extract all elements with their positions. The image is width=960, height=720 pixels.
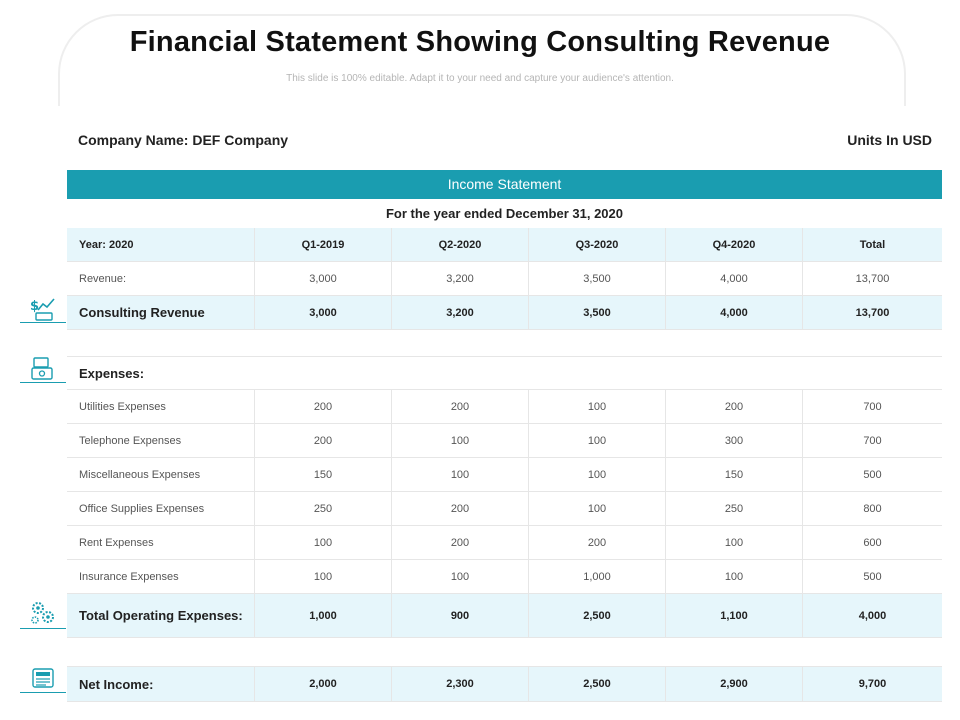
table-cell: 2,500 bbox=[529, 667, 666, 701]
table-cell: 100 bbox=[392, 560, 529, 593]
table-row: Utilities Expenses 200 200 100 200 700 bbox=[67, 390, 942, 424]
table-cell: 250 bbox=[666, 492, 803, 525]
table-cell: 3,000 bbox=[255, 296, 392, 329]
table-cell: 1,000 bbox=[255, 594, 392, 637]
table-cell: 100 bbox=[255, 560, 392, 593]
table-cell: 200 bbox=[392, 390, 529, 423]
table-cell: 100 bbox=[529, 424, 666, 457]
table-cell: 2,900 bbox=[666, 667, 803, 701]
table-cell: 200 bbox=[392, 526, 529, 559]
table-row: Insurance Expenses 100 100 1,000 100 500 bbox=[67, 560, 942, 594]
table-cell: 900 bbox=[392, 594, 529, 637]
table-cell: 100 bbox=[255, 526, 392, 559]
icon-underline bbox=[20, 692, 66, 693]
table-cell: 100 bbox=[529, 390, 666, 423]
header-year: Year: 2020 bbox=[67, 228, 255, 261]
table-cell: 1,100 bbox=[666, 594, 803, 637]
table-cell: 100 bbox=[666, 560, 803, 593]
table-row-consulting-revenue: Consulting Revenue 3,000 3,200 3,500 4,0… bbox=[67, 296, 942, 330]
table-cell: 700 bbox=[863, 400, 882, 413]
units-label: Units In USD bbox=[847, 132, 932, 148]
page-title: Financial Statement Showing Consulting R… bbox=[129, 26, 831, 58]
table-cell: 3,000 bbox=[255, 262, 392, 295]
table-cell: 4,000 bbox=[666, 262, 803, 295]
table-cell: 150 bbox=[255, 458, 392, 491]
row-label: Insurance Expenses bbox=[67, 560, 255, 593]
header-q2: Q2-2020 bbox=[392, 228, 529, 261]
expenses-icon bbox=[31, 357, 53, 380]
header-total: Total bbox=[859, 238, 886, 251]
header-q3: Q3-2020 bbox=[529, 228, 666, 261]
table-cell: 4,000 bbox=[858, 609, 887, 622]
row-label: Miscellaneous Expenses bbox=[67, 458, 255, 491]
table-row: Telephone Expenses 200 100 100 300 700 bbox=[67, 424, 942, 458]
row-label: Net Income: bbox=[67, 667, 255, 701]
table-cell: 100 bbox=[392, 458, 529, 491]
table-cell: 9,700 bbox=[858, 678, 887, 690]
icon-underline bbox=[20, 382, 66, 383]
operating-gears-icon bbox=[31, 602, 54, 624]
table-cell: 500 bbox=[863, 468, 882, 481]
table-row: Office Supplies Expenses 250 200 100 250… bbox=[67, 492, 942, 526]
table-cell: 13,700 bbox=[855, 272, 890, 285]
revenue-icon: $ bbox=[30, 298, 55, 321]
table-row: Miscellaneous Expenses 150 100 100 150 5… bbox=[67, 458, 942, 492]
table-cell: 4,000 bbox=[666, 296, 803, 329]
net-income-icon bbox=[32, 668, 54, 688]
table-cell: 600 bbox=[863, 536, 882, 549]
page-subtitle: This slide is 100% editable. Adapt it to… bbox=[286, 73, 674, 84]
row-label: Revenue: bbox=[67, 262, 255, 295]
svg-text:$: $ bbox=[30, 299, 39, 314]
row-label: Utilities Expenses bbox=[67, 390, 255, 423]
table-cell: 2,300 bbox=[392, 667, 529, 701]
table-cell: 3,500 bbox=[529, 262, 666, 295]
header-q1: Q1-2019 bbox=[255, 228, 392, 261]
table-row: Rent Expenses 100 200 200 100 600 bbox=[67, 526, 942, 560]
table-row-revenue: Revenue: 3,000 3,200 3,500 4,000 13,700 bbox=[67, 262, 942, 296]
table-row-net-income: Net Income: 2,000 2,300 2,500 2,900 9,70… bbox=[67, 666, 942, 702]
row-label: Expenses: bbox=[79, 365, 145, 381]
row-label: Total Operating Expenses: bbox=[67, 594, 255, 637]
table-cell: 200 bbox=[392, 492, 529, 525]
table-row-expenses-heading: Expenses: bbox=[67, 356, 942, 390]
table-cell: 13,700 bbox=[855, 306, 890, 319]
table-cell: 100 bbox=[392, 424, 529, 457]
table-cell: 200 bbox=[529, 526, 666, 559]
row-label: Consulting Revenue bbox=[67, 296, 255, 329]
table-cell: 3,500 bbox=[529, 296, 666, 329]
header-q4: Q4-2020 bbox=[666, 228, 803, 261]
period-label: For the year ended December 31, 2020 bbox=[67, 199, 942, 229]
table-row-total-operating: Total Operating Expenses: 1,000 900 2,50… bbox=[67, 594, 942, 638]
table-cell: 1,000 bbox=[529, 560, 666, 593]
table-cell: 200 bbox=[255, 390, 392, 423]
table-cell: 150 bbox=[666, 458, 803, 491]
table-cell: 200 bbox=[255, 424, 392, 457]
table-cell: 3,200 bbox=[392, 262, 529, 295]
table-cell: 100 bbox=[529, 458, 666, 491]
table-cell: 2,000 bbox=[255, 667, 392, 701]
table-cell: 100 bbox=[529, 492, 666, 525]
table-cell: 200 bbox=[666, 390, 803, 423]
icon-underline bbox=[20, 322, 66, 323]
table-cell: 500 bbox=[863, 570, 882, 583]
row-label: Telephone Expenses bbox=[67, 424, 255, 457]
table-cell: 800 bbox=[863, 502, 882, 515]
table-cell: 300 bbox=[666, 424, 803, 457]
table-cell: 700 bbox=[863, 434, 882, 447]
table-cell: 100 bbox=[666, 526, 803, 559]
table-cell: 250 bbox=[255, 492, 392, 525]
row-label: Office Supplies Expenses bbox=[67, 492, 255, 525]
company-name: Company Name: DEF Company bbox=[78, 132, 289, 148]
icon-underline bbox=[20, 628, 66, 629]
table-cell: 3,200 bbox=[392, 296, 529, 329]
row-label: Rent Expenses bbox=[67, 526, 255, 559]
table-cell: 2,500 bbox=[529, 594, 666, 637]
table-header-row: Year: 2020 Q1-2019 Q2-2020 Q3-2020 Q4-20… bbox=[67, 228, 942, 262]
income-statement-banner: Income Statement bbox=[67, 170, 942, 199]
